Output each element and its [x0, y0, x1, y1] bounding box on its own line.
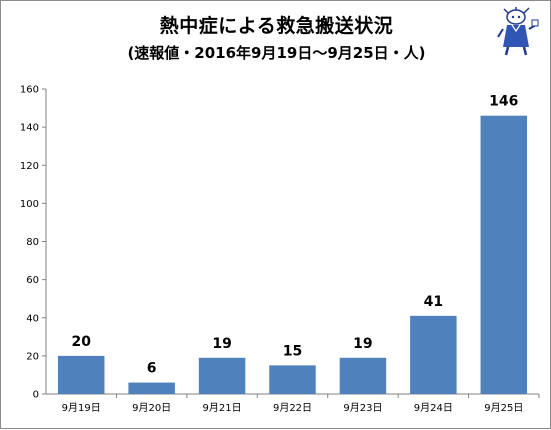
bar: [410, 315, 457, 394]
data-label: 6: [147, 361, 157, 377]
chart-title: 熱中症による救急搬送状況: [159, 15, 394, 37]
y-tick-label: 60: [26, 275, 39, 286]
y-tick-label: 100: [20, 199, 39, 210]
x-tick-label: 9月20日: [132, 402, 171, 414]
y-tick-label: 80: [26, 237, 39, 248]
chart-subtitle: (速報値・2016年9月19日～9月25日・人): [127, 44, 426, 62]
bar: [339, 357, 387, 394]
x-tick-label: 9月19日: [62, 402, 101, 414]
bar: [57, 355, 105, 394]
bar: [198, 357, 246, 394]
y-tick-label: 160: [20, 85, 39, 96]
x-tick-label: 9月21日: [203, 402, 242, 414]
data-label: 19: [353, 336, 372, 352]
bar: [128, 382, 175, 394]
mascot-character-icon: [497, 7, 539, 56]
x-tick-label: 9月25日: [484, 402, 523, 414]
y-tick-label: 40: [26, 313, 39, 324]
y-tick-label: 20: [26, 351, 39, 362]
x-tick-label: 9月24日: [414, 402, 453, 414]
data-label: 19: [212, 336, 231, 352]
x-tick-label: 9月23日: [343, 402, 382, 414]
y-tick-label: 120: [20, 161, 39, 172]
bar: [269, 365, 316, 394]
x-tick-label: 9月22日: [273, 402, 312, 414]
data-label: 15: [283, 343, 302, 359]
data-label: 20: [71, 334, 91, 350]
y-tick-label: 0: [33, 390, 39, 401]
y-tick-label: 140: [20, 123, 39, 134]
data-label: 146: [489, 94, 518, 110]
bar: [480, 115, 528, 394]
data-label: 41: [424, 294, 443, 310]
